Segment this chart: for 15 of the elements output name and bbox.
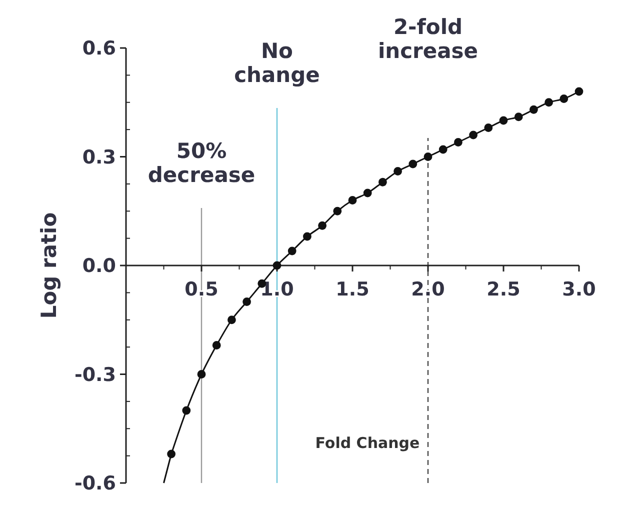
x-tick-label: 1.5 [336, 278, 370, 300]
x-tick-label: 2.0 [411, 278, 445, 300]
y-axis-title: Log ratio [37, 212, 61, 319]
ref-line-label: No change [234, 39, 320, 87]
y-tick-label: 0.6 [82, 38, 116, 60]
y-tick-label: 0.0 [82, 255, 116, 278]
y-tick-label: 0.3 [82, 146, 116, 168]
ref-line-label: 2-fold increase [378, 15, 478, 63]
y-tick-label: -0.6 [74, 472, 116, 495]
x-tick-label: 3.0 [562, 278, 596, 300]
y-tick-label: -0.3 [74, 364, 116, 386]
x-tick-label: 0.5 [184, 278, 218, 300]
x-axis-title: Fold Change [315, 434, 420, 452]
x-tick-label: 2.5 [486, 278, 520, 300]
ref-line-label: 50% decrease [148, 139, 256, 187]
